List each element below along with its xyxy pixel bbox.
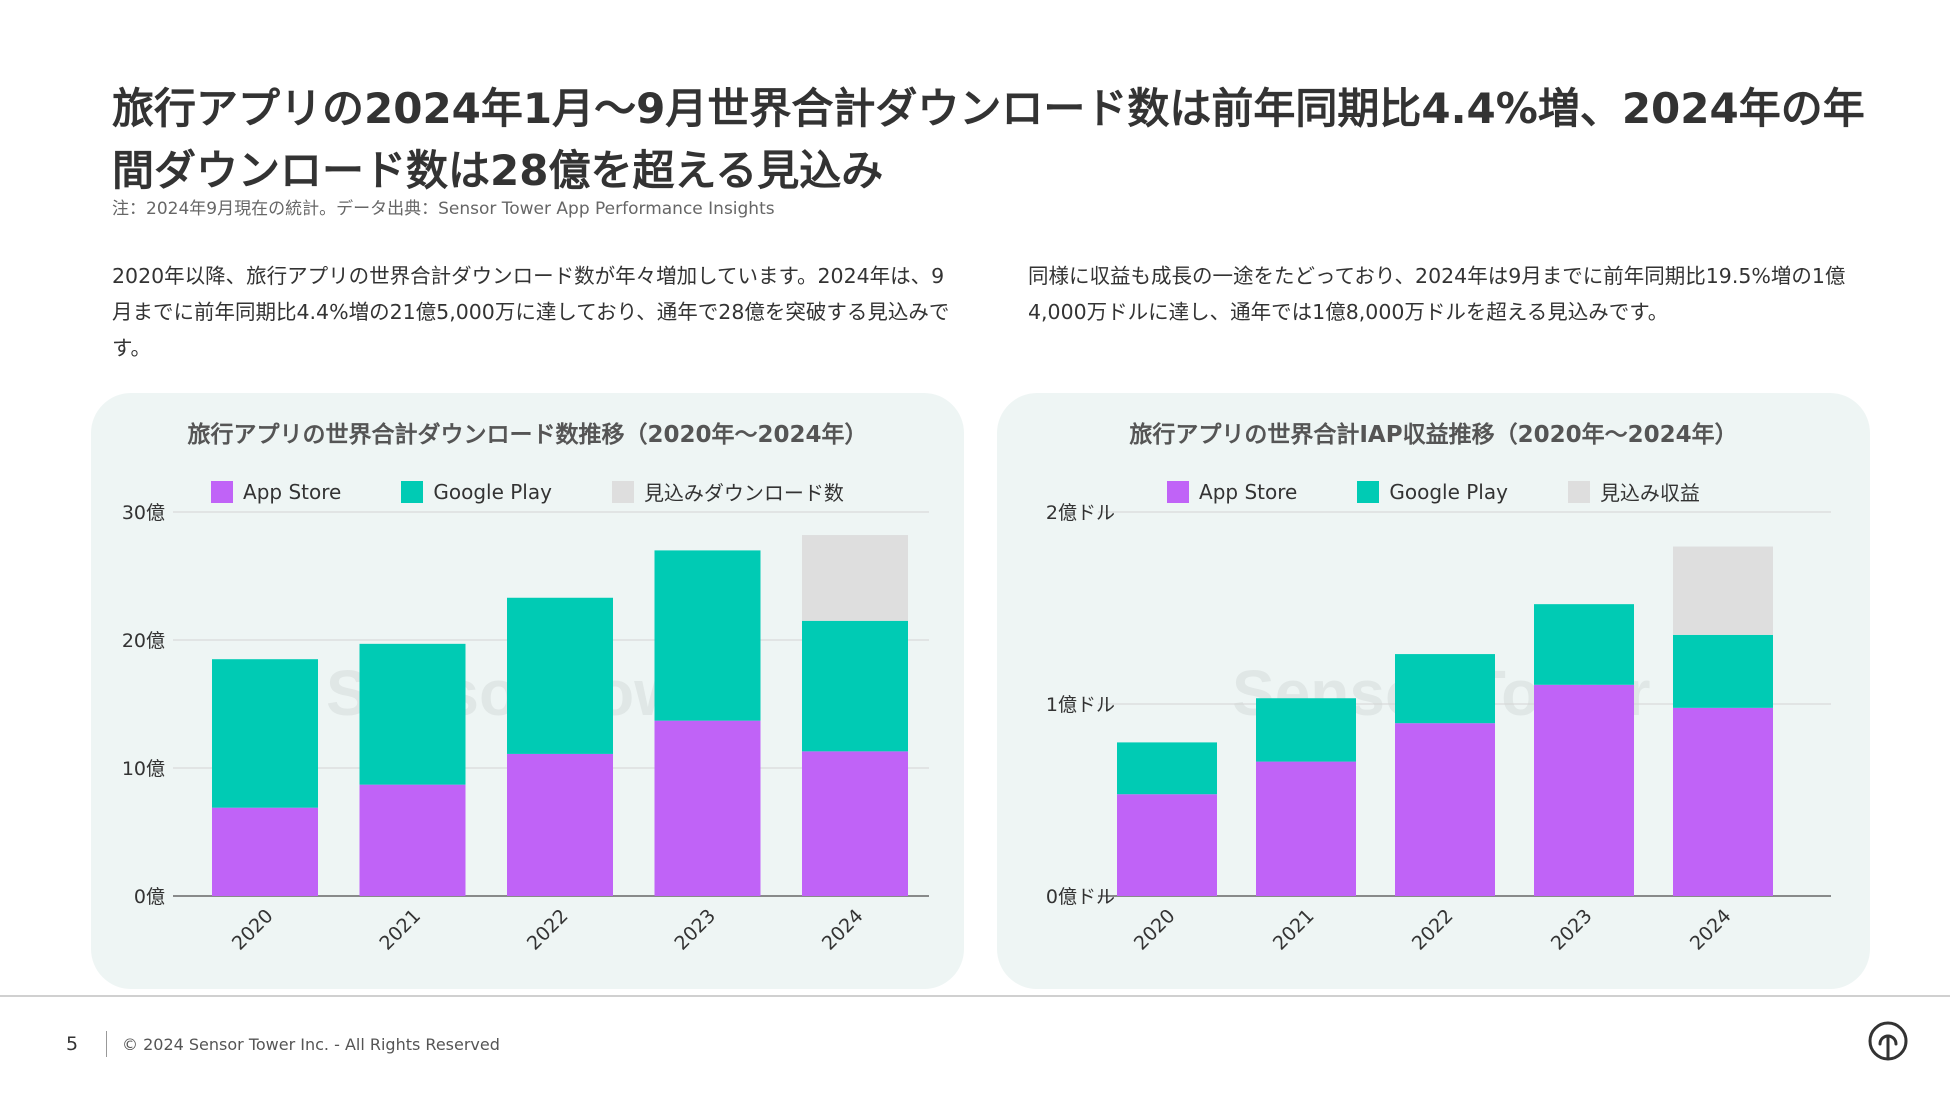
- legend-label: App Store: [243, 479, 342, 504]
- bar-segment: [1673, 634, 1773, 708]
- legend-item-google-play: Google Play: [401, 477, 552, 506]
- downloads-chart-legend: App Store Google Play 見込みダウンロード数: [91, 477, 964, 506]
- bar-segment: [802, 535, 908, 621]
- x-tick-label: 2022: [1408, 905, 1458, 955]
- x-tick-label: 2024: [818, 905, 868, 955]
- legend-swatch-app-store: [1167, 480, 1190, 503]
- y-tick-label: 2億ドル: [1046, 502, 1115, 524]
- bar-segment: [212, 659, 318, 808]
- x-tick-label: 2021: [1269, 905, 1319, 955]
- sensor-tower-logo-icon: [1867, 1020, 1909, 1066]
- legend-item-forecast: 見込みダウンロード数: [611, 477, 844, 506]
- bar-segment: [1534, 684, 1634, 896]
- revenue-chart-panel: 旅行アプリの世界合計IAP収益推移（2020年〜2024年） App Store…: [997, 393, 1870, 989]
- x-tick-label: 2020: [1130, 905, 1180, 955]
- bar-segment: [1395, 723, 1495, 896]
- downloads-bar-chart: Sensor Tower0億10億20億30億20202021202220232…: [122, 502, 929, 955]
- legend-swatch-forecast: [1567, 480, 1590, 503]
- bar-segment: [1256, 761, 1356, 896]
- legend-swatch-forecast: [611, 480, 634, 503]
- x-tick-label: 2023: [1547, 905, 1597, 955]
- bar-segment: [507, 753, 613, 896]
- legend-label: Google Play: [433, 479, 552, 504]
- legend-label: 見込み収益: [1599, 481, 1700, 505]
- downloads-chart-panel: 旅行アプリの世界合計ダウンロード数推移（2020年〜2024年） App Sto…: [91, 393, 964, 989]
- y-tick-label: 30億: [122, 502, 165, 524]
- bar-segment: [1256, 698, 1356, 762]
- revenue-chart-title: 旅行アプリの世界合計IAP収益推移（2020年〜2024年）: [1129, 422, 1738, 448]
- revenue-chart-legend: App Store Google Play 見込み収益: [997, 477, 1870, 506]
- bar-segment: [654, 550, 761, 721]
- legend-label: Google Play: [1389, 479, 1508, 504]
- legend-swatch-google-play: [401, 480, 424, 503]
- legend-swatch-app-store: [211, 480, 234, 503]
- y-tick-label: 1億ドル: [1046, 694, 1115, 716]
- x-tick-label: 2020: [228, 905, 278, 955]
- y-tick-label: 0億ドル: [1046, 886, 1115, 908]
- page-number: 5: [66, 1033, 79, 1055]
- bar-segment: [359, 784, 466, 896]
- bar-segment: [1534, 604, 1634, 685]
- y-tick-label: 10億: [122, 758, 165, 780]
- footer-divider: [0, 995, 1950, 997]
- bar-segment: [802, 620, 908, 752]
- x-tick-label: 2022: [523, 905, 573, 955]
- x-tick-label: 2024: [1686, 905, 1736, 955]
- bar-segment: [359, 643, 466, 785]
- legend-label: App Store: [1199, 479, 1298, 504]
- copyright-text: © 2024 Sensor Tower Inc. - All Rights Re…: [122, 1035, 500, 1054]
- legend-item-forecast: 見込み収益: [1567, 477, 1700, 506]
- revenue-summary-text: 同様に収益も成長の一途をたどっており、2024年は9月までに前年同期比19.5%…: [1028, 264, 1846, 324]
- bar-segment: [1117, 794, 1217, 896]
- downloads-summary-text: 2020年以降、旅行アプリの世界合計ダウンロード数が年々増加しています。2024…: [112, 264, 950, 360]
- revenue-bar-chart: Sensor Tower0億ドル1億ドル2億ドル2020202120222023…: [1046, 502, 1831, 955]
- legend-item-google-play: Google Play: [1357, 477, 1508, 506]
- page-title: 旅行アプリの2024年1月〜9月世界合計ダウンロード数は前年同期比4.4%増、2…: [112, 84, 1865, 195]
- y-tick-label: 0億: [134, 886, 165, 908]
- bar-segment: [1673, 707, 1773, 896]
- bar-segment: [1673, 546, 1773, 635]
- downloads-chart-title: 旅行アプリの世界合計ダウンロード数推移（2020年〜2024年）: [187, 422, 868, 448]
- legend-swatch-google-play: [1357, 480, 1380, 503]
- bar-segment: [1117, 742, 1217, 795]
- legend-item-app-store: App Store: [211, 477, 341, 506]
- bar-segment: [507, 597, 613, 754]
- x-tick-label: 2023: [670, 905, 720, 955]
- bar-segment: [802, 751, 908, 896]
- data-source-note: 注：2024年9月現在の統計。データ出典：Sensor Tower App Pe…: [112, 199, 775, 219]
- x-tick-label: 2021: [375, 905, 425, 955]
- legend-label: 見込みダウンロード数: [643, 481, 844, 505]
- bar-segment: [654, 720, 761, 896]
- legend-item-app-store: App Store: [1167, 477, 1297, 506]
- y-tick-label: 20億: [122, 630, 165, 652]
- bar-segment: [1395, 654, 1495, 724]
- footer-separator: [106, 1031, 107, 1057]
- bar-segment: [212, 807, 318, 896]
